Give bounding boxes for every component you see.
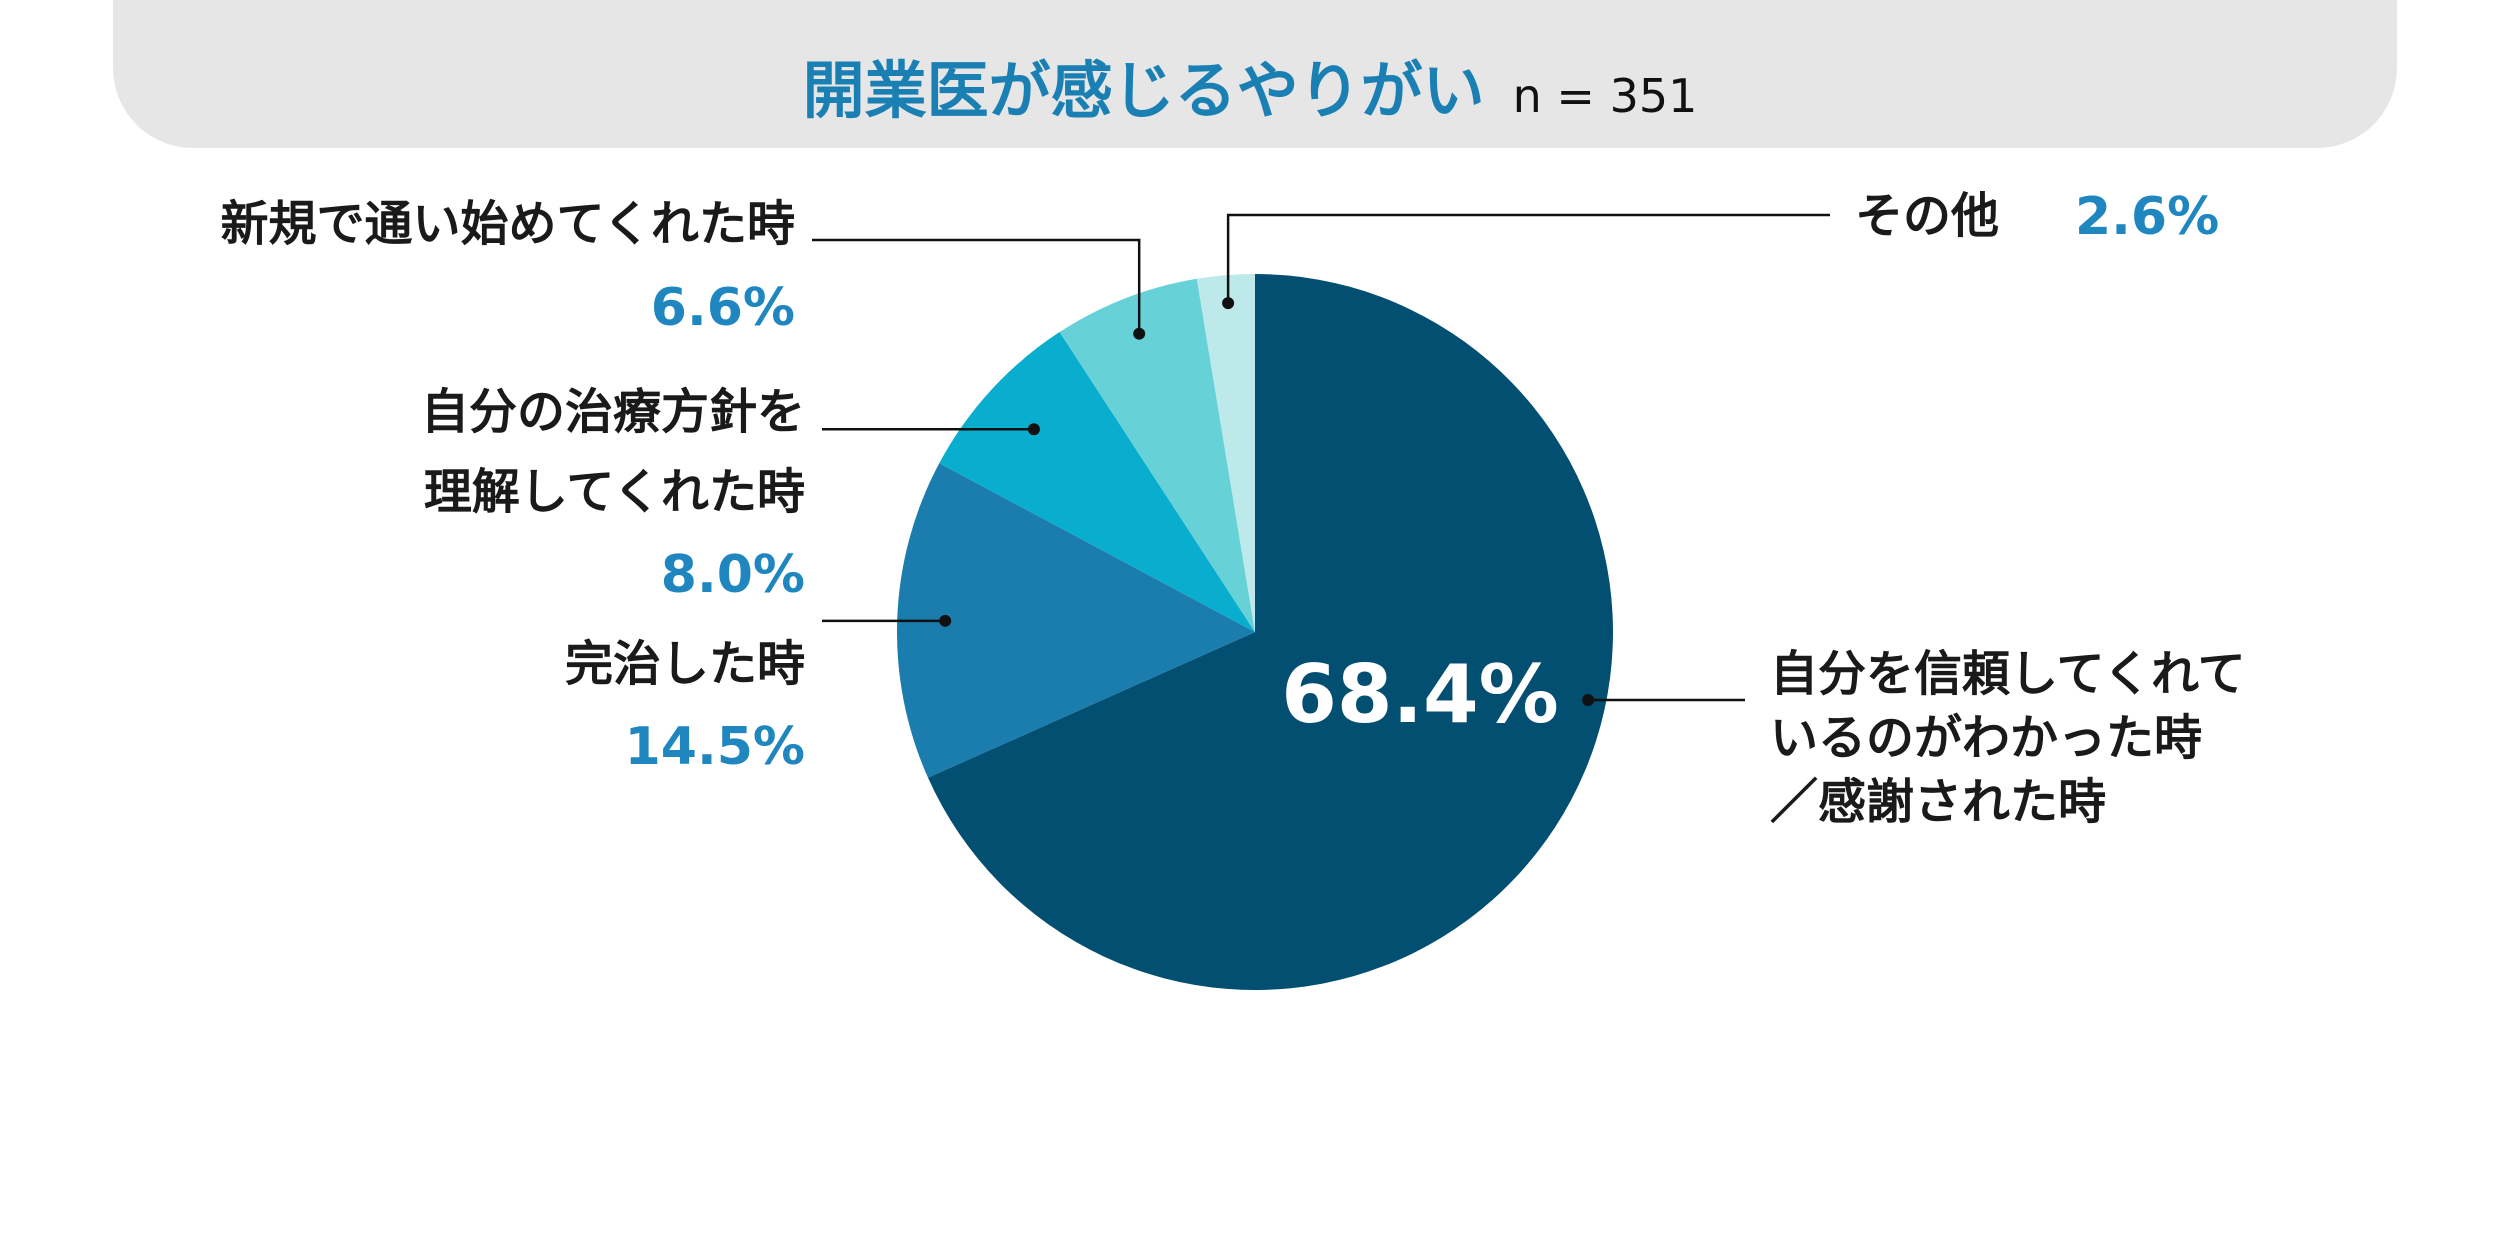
leader-line-new-patient: [812, 238, 1141, 334]
pie-slices: [896, 274, 1613, 990]
leader-lines: [812, 213, 1830, 706]
slice-label-policy-line2: 理解してくれた時: [424, 464, 805, 520]
title-bar: [113, 0, 2397, 148]
slice-label-other: その他: [1855, 188, 1999, 244]
sample-size: n = 351: [1512, 69, 1698, 123]
chart-title: 開業医が感じるやりがい: [802, 54, 1485, 127]
leader-dot-other: [1222, 297, 1235, 310]
pie-slice-new-patient: [1059, 278, 1255, 632]
slice-value-policy: 8.0%: [661, 545, 805, 605]
pie-slice-cured: [896, 463, 1255, 778]
slice-label-trust-line3: ／感謝された時: [1770, 774, 2106, 830]
leader-dot-trust: [1582, 694, 1595, 706]
leader-dot-policy: [1027, 423, 1040, 436]
slice-value-trust: 68.4%: [1281, 648, 1559, 741]
pie-slice-policy: [939, 332, 1255, 632]
slice-value-other: 2.6%: [2075, 187, 2219, 247]
leader-dot-cured: [939, 614, 952, 627]
leader-line-other: [1226, 213, 1830, 304]
slice-value-new-patient: 6.6%: [651, 278, 795, 338]
slice-value-cured: 14.5%: [625, 717, 805, 777]
pie-slice-trust: [927, 274, 1613, 990]
slice-label-trust-line1: 自分を信頼してくれて: [1770, 646, 2246, 702]
slice-label-trust-line2: いるのがわかった時: [1770, 710, 2202, 766]
title-row: 開業医が感じるやりがい n = 351: [0, 40, 2500, 130]
slice-label-new-patient: 新規で通い始めてくれた時: [220, 196, 795, 252]
leader-dot-new-patient: [1133, 327, 1146, 340]
slice-label-policy-line1: 自分の治療方針を: [421, 384, 805, 440]
slice-label-cured: 完治した時: [565, 636, 805, 692]
pie-slice-other: [1196, 274, 1255, 632]
